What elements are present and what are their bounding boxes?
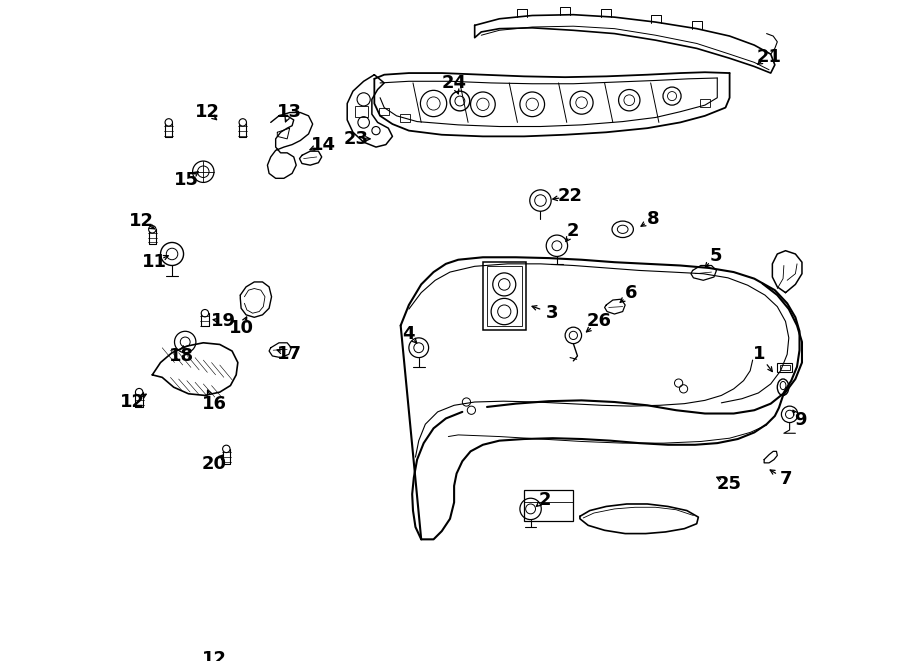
Text: 2: 2 [538,491,551,509]
Text: 24: 24 [442,74,466,92]
Circle shape [165,119,173,126]
Circle shape [202,309,209,317]
Text: 22: 22 [558,188,582,206]
Text: 23: 23 [344,130,369,148]
Circle shape [135,389,143,396]
Text: 14: 14 [310,136,336,153]
Circle shape [148,225,156,233]
Bar [356,106,368,118]
Bar [700,99,710,107]
Bar [379,108,389,115]
Text: 26: 26 [586,313,611,330]
Circle shape [222,445,230,453]
Circle shape [239,119,247,126]
Text: 3: 3 [545,304,558,322]
Bar [524,490,573,522]
Text: 9: 9 [794,411,806,429]
Text: 19: 19 [212,313,237,330]
Text: 20: 20 [202,455,227,473]
Bar [487,266,521,325]
Bar [778,362,792,372]
Circle shape [565,327,581,344]
Text: 11: 11 [141,253,166,271]
Text: 17: 17 [277,345,302,364]
Text: 1: 1 [753,345,766,364]
Circle shape [409,338,428,358]
Text: 12: 12 [120,393,145,411]
Text: 15: 15 [175,171,199,189]
Bar [483,262,526,330]
Text: 12: 12 [129,212,154,230]
Bar [400,114,410,122]
Text: 4: 4 [401,325,414,343]
Text: 18: 18 [168,347,194,365]
Text: 21: 21 [757,48,781,65]
Bar [779,365,789,370]
Text: 12: 12 [202,650,228,661]
Text: 7: 7 [779,471,792,488]
Text: 6: 6 [625,284,637,303]
Text: 13: 13 [277,102,302,121]
Text: 12: 12 [195,102,220,121]
Text: 5: 5 [709,247,722,264]
Text: 10: 10 [229,319,254,337]
Text: 8: 8 [647,210,660,227]
Text: 25: 25 [717,475,742,493]
Text: 16: 16 [202,395,227,412]
Text: 2: 2 [567,222,580,240]
